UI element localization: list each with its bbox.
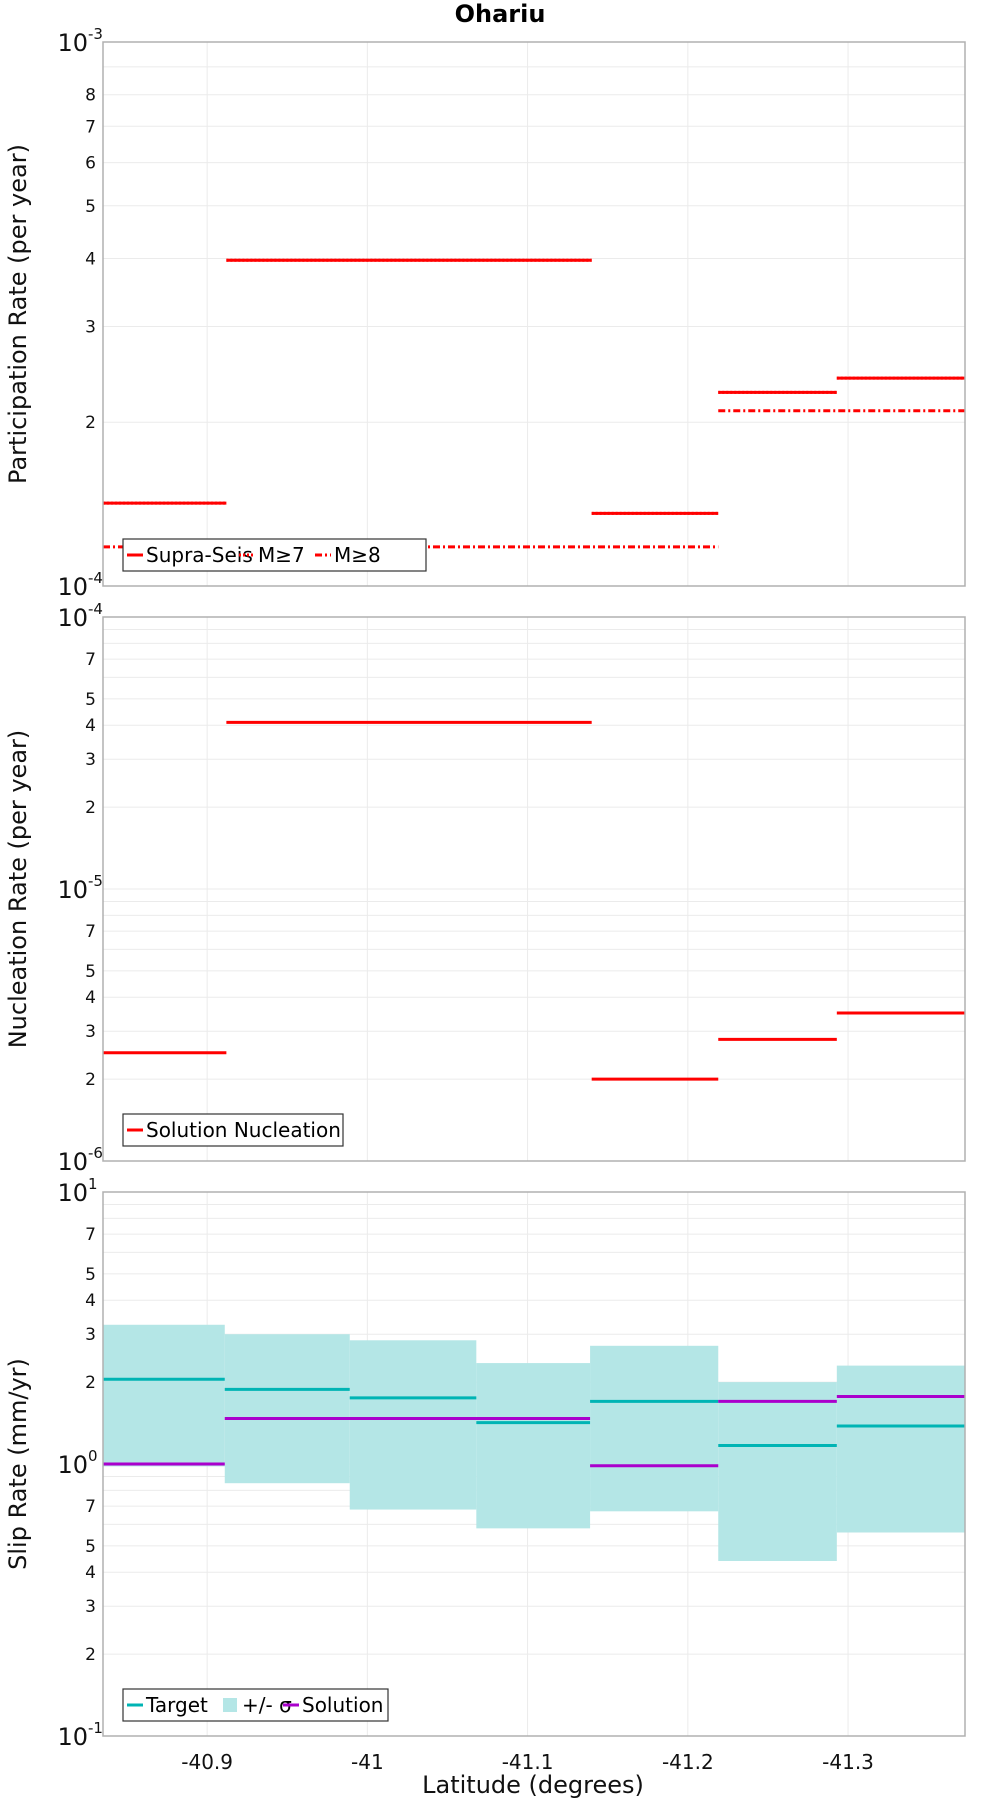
x-tick-label: -41.3 [822, 1750, 874, 1774]
y-tick-exponent: -1 [88, 1719, 103, 1737]
legend: Supra-Seis M≥7 M≥8 [122, 538, 427, 572]
x-tick-label: -40.9 [181, 1750, 233, 1774]
sigma-band [224, 1334, 350, 1484]
plot-frame [102, 1191, 966, 1737]
plot-frame [102, 41, 966, 587]
legend-label: M≥8 [334, 543, 381, 567]
y-tick-label: 2 [85, 798, 96, 818]
y-tick-label: 7 [85, 650, 96, 670]
y-tick-label: 2 [85, 1645, 96, 1665]
legend-label: Solution Nucleation [146, 1118, 341, 1142]
y-tick-label: 8 [85, 86, 96, 106]
y-tick-label: 3 [85, 1022, 96, 1042]
y-tick-label: 10 [57, 1148, 88, 1176]
x-tick-label: -41.2 [662, 1750, 714, 1774]
sigma-band [476, 1363, 591, 1529]
y-tick-label: 2 [85, 413, 96, 433]
y-tick-exponent: 1 [88, 1175, 98, 1193]
y-tick-label: 4 [85, 249, 96, 269]
y-tick-label: 5 [85, 690, 96, 710]
y-tick-label: 3 [85, 1597, 96, 1617]
y-tick-label: 7 [85, 1497, 96, 1517]
sigma-band [349, 1340, 477, 1510]
legend-swatch [223, 1698, 237, 1712]
y-tick-label: 4 [85, 716, 96, 736]
legend-box [122, 538, 427, 572]
y-tick-label: 10 [57, 1723, 88, 1751]
y-tick-label: 5 [85, 1265, 96, 1285]
plot-frame [102, 616, 966, 1162]
y-tick-label: 2 [85, 1070, 96, 1090]
chart-title: Ohariu [455, 0, 546, 28]
y-tick-label: 10 [57, 1179, 88, 1207]
legend-label: Target [145, 1693, 208, 1717]
x-axis-label: Latitude (degrees) [422, 1771, 644, 1799]
y-axis-label: Participation Rate (per year) [4, 144, 32, 484]
y-tick-label: 4 [85, 988, 96, 1008]
y-tick-label: 10 [57, 604, 88, 632]
y-tick-label: 10 [57, 573, 88, 601]
sigma-band [103, 1324, 225, 1467]
sigma-band [836, 1365, 965, 1533]
y-tick-exponent: -4 [88, 569, 103, 587]
y-tick-label: 10 [57, 29, 88, 57]
y-tick-exponent: -4 [88, 600, 103, 618]
y-tick-label: 3 [85, 317, 96, 337]
legend-box [122, 1688, 389, 1722]
y-tick-exponent: -6 [88, 1144, 103, 1162]
y-tick-label: 4 [85, 1563, 96, 1583]
y-tick-exponent: -5 [88, 872, 103, 890]
sigma-band [590, 1345, 719, 1512]
x-tick-label: -41 [351, 1750, 384, 1774]
y-tick-label: 5 [85, 962, 96, 982]
y-tick-label: 10 [57, 1451, 88, 1479]
legend: Solution Nucleation [122, 1113, 344, 1147]
y-tick-label: 7 [85, 922, 96, 942]
legend-label: Supra-Seis [146, 543, 253, 567]
sigma-band [718, 1382, 837, 1561]
y-tick-label: 7 [85, 117, 96, 137]
y-tick-label: 4 [85, 1291, 96, 1311]
legend-label: M≥7 [258, 543, 305, 567]
y-axis-label: Nucleation Rate (per year) [4, 730, 32, 1049]
y-tick-exponent: 0 [88, 1447, 98, 1465]
y-tick-label: 7 [85, 1225, 96, 1245]
y-tick-label: 10 [57, 876, 88, 904]
y-axis-label: Slip Rate (mm/yr) [4, 1358, 32, 1570]
y-tick-exponent: -3 [88, 25, 103, 43]
legend-box [122, 1113, 344, 1147]
y-tick-label: 5 [85, 197, 96, 217]
x-tick-label: -41.1 [502, 1750, 554, 1774]
legend-label: Solution [302, 1693, 383, 1717]
y-tick-label: 2 [85, 1373, 96, 1393]
y-tick-label: 3 [85, 1325, 96, 1345]
y-tick-label: 6 [85, 154, 96, 174]
y-tick-label: 3 [85, 750, 96, 770]
y-tick-label: 5 [85, 1537, 96, 1557]
legend: Target +/- σ Solution [122, 1688, 389, 1722]
